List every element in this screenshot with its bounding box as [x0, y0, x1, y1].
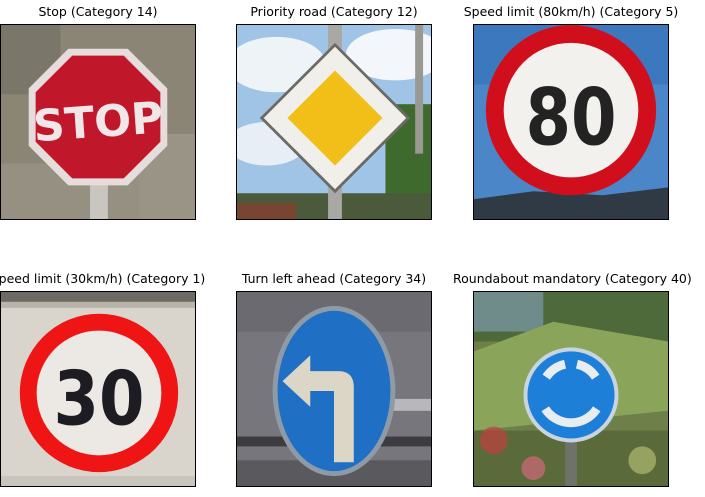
panel-title: Speed limit (30km/h) (Category 1) [0, 271, 206, 286]
panel-turn-left-ahead: Turn left ahead (Category 34) [216, 269, 452, 489]
stop-sign-image: STOP [1, 25, 195, 219]
sign-text: 80 [525, 72, 616, 164]
sign-image-roundabout-mandatory [473, 291, 669, 487]
panel-title: Stop (Category 14) [38, 4, 158, 19]
sign-image-turn-left-ahead [236, 291, 432, 487]
roundabout-arrow-icon [542, 359, 567, 380]
left-arrow-icon [282, 355, 354, 463]
sign-image-speed-limit-80: 80 [473, 24, 669, 220]
roundabout-mandatory-sign-image [474, 292, 668, 486]
priority-road-sign-image [237, 25, 431, 219]
sign-image-stop: STOP [0, 24, 196, 220]
panel-priority-road: Priority road (Category 12) [216, 2, 452, 222]
panel-speed-limit-80: Speed limit (80km/h) (Category 5) 80 [453, 2, 689, 222]
turn-left-ahead-sign-image [237, 292, 431, 486]
sign-text: STOP [32, 93, 165, 152]
sign-image-speed-limit-30: 30 [0, 291, 196, 487]
panel-speed-limit-30: Speed limit (30km/h) (Category 1) 30 [0, 269, 216, 489]
speed-limit-30-sign-image: 30 [1, 292, 195, 486]
panel-title: Speed limit (80km/h) (Category 5) [463, 4, 679, 19]
panel-title: Roundabout mandatory (Category 40) [453, 271, 692, 286]
sign-text: 30 [53, 355, 144, 443]
speed-limit-80-sign-image: 80 [474, 25, 668, 219]
panel-stop: Stop (Category 14) STOP [0, 2, 216, 222]
panel-title: Turn left ahead (Category 34) [241, 271, 427, 286]
panel-title: Priority road (Category 12) [250, 4, 418, 19]
panel-roundabout-mandatory: Roundabout mandatory (Category 40) [453, 269, 692, 489]
sign-image-priority-road [236, 24, 432, 220]
stop-octagon [35, 55, 161, 179]
